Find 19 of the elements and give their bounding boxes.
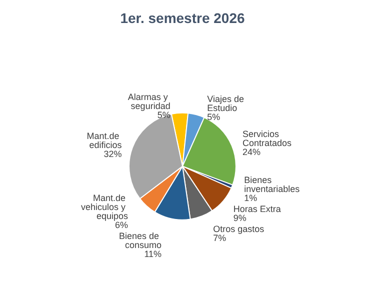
data-label: 24% bbox=[242, 146, 261, 157]
data-label: 6% bbox=[114, 220, 128, 230]
data-label: 5% bbox=[207, 112, 220, 122]
data-label: 11% bbox=[144, 248, 162, 259]
slice-label: Alarmas y seguridad bbox=[128, 92, 170, 111]
slice-label: Horas Extra bbox=[233, 204, 281, 214]
slice-label: Mant.de vehiculos y equipos bbox=[80, 192, 128, 221]
slice-label: Servicios Contratados bbox=[242, 128, 292, 148]
chart-title: 1er. semestre 2026 bbox=[120, 10, 245, 26]
slice-label: Bienes inventariables bbox=[244, 175, 300, 194]
slice-label: Viajes de Estudio bbox=[207, 94, 247, 113]
data-label: 32% bbox=[104, 149, 122, 160]
slice-label: Bienes de consumo bbox=[119, 230, 162, 250]
slice-label: Mant.de edificios bbox=[86, 131, 122, 150]
data-label: 5% bbox=[157, 110, 170, 120]
data-label: 9% bbox=[233, 213, 246, 224]
slice-label: Otros gastos bbox=[213, 224, 265, 234]
data-label: 1% bbox=[244, 193, 258, 204]
data-label: 7% bbox=[213, 233, 226, 244]
